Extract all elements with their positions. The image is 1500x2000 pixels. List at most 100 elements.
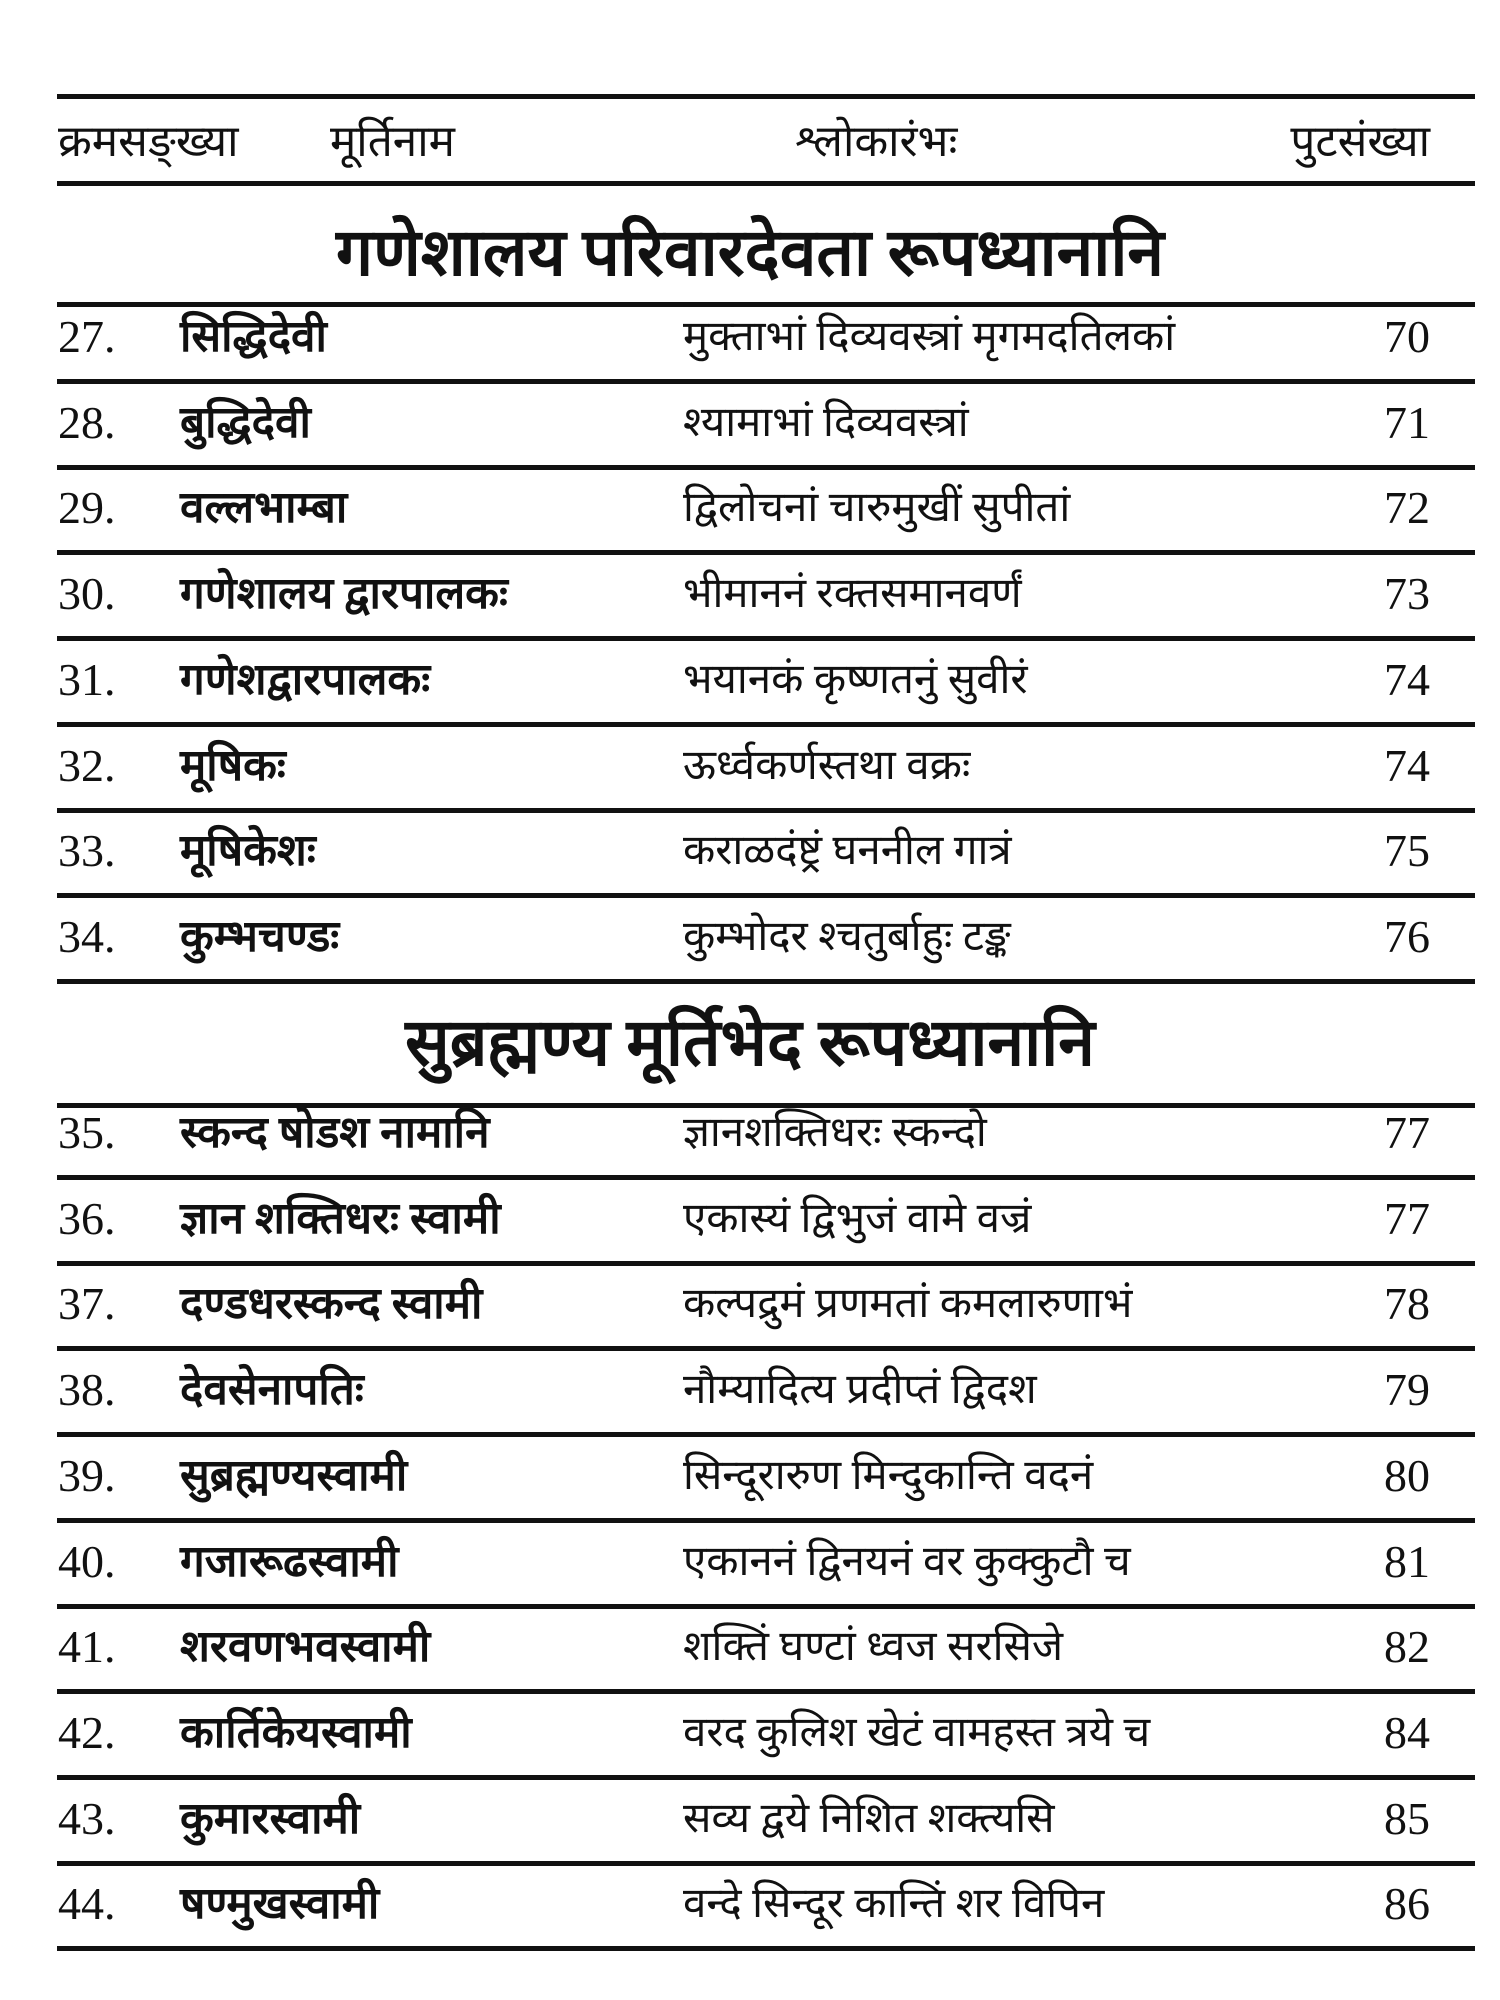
row-name: षण्मुखस्वामी (180, 1879, 380, 1929)
row-rule (57, 636, 1475, 642)
row-rule (57, 1517, 1475, 1523)
table-row: 40. गजारूढस्वामी एकाननं द्विनयनं वर कुक्कु… (0, 1522, 1500, 1602)
row-shloka: भीमाननं रक्तसमानवर्णं (683, 571, 1022, 618)
row-page: 71 (1384, 396, 1430, 448)
row-shloka: श्यामाभां दिव्यवस्त्रां (683, 399, 969, 446)
row-shloka: एकाननं द्विनयनं वर कुक्कुटौ च (683, 1538, 1131, 1585)
row-rule (57, 893, 1475, 899)
row-rule (57, 464, 1475, 470)
row-rule (57, 1946, 1475, 1952)
row-rule (57, 379, 1475, 384)
row-name: सिद्धिदेवी (180, 312, 327, 361)
row-name: मूषिकेशः (180, 826, 316, 876)
row-name: कार्तिकेयस्वामी (180, 1707, 412, 1757)
row-num: 33. (58, 825, 116, 877)
row-shloka: कराळदंष्ट्रं घननील गात्रं (683, 828, 1012, 875)
row-rule (57, 721, 1475, 727)
table-row: 38. देवसेनापतिः नौम्यादित्य प्रदीप्तं द्वि… (0, 1350, 1500, 1430)
row-name: दण्डधरस्कन्द स्वामी (180, 1279, 483, 1329)
row-num: 42. (58, 1706, 116, 1758)
row-name: देवसेनापतिः (180, 1365, 364, 1415)
row-num: 39. (58, 1449, 116, 1501)
row-name: गजारूढस्वामी (180, 1536, 399, 1586)
row-page: 76 (1384, 910, 1430, 962)
table-row: 32. मूषिकः ऊर्ध्वकर्णस्तथा वक्रः 74 (0, 726, 1500, 806)
table-row: 36. ज्ञान शक्तिधरः स्वामी एकास्यं द्विभुजं… (0, 1179, 1500, 1259)
header-rule (57, 181, 1475, 186)
row-name: गणेशालय द्वारपालकः (180, 569, 508, 619)
row-rule (57, 550, 1475, 556)
row-page: 75 (1384, 825, 1430, 877)
row-rule (57, 978, 1475, 984)
table-row: 30. गणेशालय द्वारपालकः भीमाननं रक्तसमानवर्… (0, 554, 1500, 634)
header-shloka: श्लोकारंभः (795, 117, 958, 166)
row-num: 29. (58, 482, 116, 534)
row-num: 27. (58, 311, 116, 362)
row-shloka: शक्तिं घण्टां ध्वज सरसिजे (683, 1624, 1064, 1671)
row-name: शरवणभवस्वामी (180, 1622, 431, 1672)
row-num: 32. (58, 739, 116, 791)
header-page: पुटसंख्या (1290, 117, 1430, 166)
row-name: वल्लभाम्बा (180, 483, 348, 533)
row-page: 78 (1384, 1278, 1430, 1330)
row-num: 28. (58, 396, 116, 448)
row-num: 44. (58, 1878, 116, 1930)
row-page: 74 (1384, 739, 1430, 791)
row-rule (57, 1603, 1475, 1609)
table-row: 27. सिद्धिदेवी मुक्ताभां दिव्यवस्त्रां मृग… (0, 297, 1500, 377)
row-rule (57, 807, 1475, 813)
row-name: मूषिकः (180, 740, 286, 790)
row-rule (57, 1860, 1475, 1866)
row-rule (57, 1346, 1475, 1352)
row-shloka: कल्पद्रुमं प्रणमतां कमलारुणाभं (683, 1281, 1133, 1328)
section-title: सुब्रह्मण्य मूर्तिभेद रूपध्यानानि (405, 1007, 1095, 1080)
row-shloka: एकास्यं द्विभुजं वामे वज्रं (683, 1195, 1032, 1242)
table-row: 31. गणेशद्वारपालकः भयानकं कृष्णतनुं सुवीरं… (0, 640, 1500, 720)
row-name: गणेशद्वारपालकः (180, 654, 431, 704)
table-row: 41. शरवणभवस्वामी शक्तिं घण्टां ध्वज सरसिजे… (0, 1607, 1500, 1687)
header-serial: क्रमसङ्ख्या (58, 117, 239, 166)
row-shloka: सव्य द्वये निशित शक्त्यसि (683, 1795, 1055, 1842)
row-shloka: कुम्भोदर श्चतुर्बाहुः टङ्क (683, 913, 1011, 960)
row-page: 82 (1384, 1621, 1430, 1673)
table-row: 42. कार्तिकेयस्वामी वरद कुलिश खेटं वामहस्त… (0, 1693, 1500, 1773)
row-num: 36. (58, 1192, 116, 1244)
row-name: बुद्धिदेवी (180, 397, 311, 447)
row-page: 86 (1384, 1878, 1430, 1930)
row-num: 38. (58, 1364, 116, 1416)
table-row: 29. वल्लभाम्बा द्विलोचनां चारुमुखीं सुपीता… (0, 468, 1500, 548)
row-page: 80 (1384, 1449, 1430, 1501)
row-page: 77 (1384, 1192, 1430, 1244)
row-shloka: भयानकं कृष्णतनुं सुवीरं (683, 656, 1028, 703)
row-num: 31. (58, 653, 116, 705)
row-page: 73 (1384, 568, 1430, 620)
row-num: 37. (58, 1278, 116, 1330)
row-page: 70 (1384, 311, 1430, 362)
table-row: 33. मूषिकेशः कराळदंष्ट्रं घननील गात्रं 75 (0, 811, 1500, 891)
row-name: कुम्भचण्डः (180, 911, 340, 961)
row-rule (57, 1260, 1475, 1266)
row-page: 85 (1384, 1792, 1430, 1844)
section-title: गणेशालय परिवारदेवता रूपध्यानानि (335, 217, 1165, 290)
row-name: स्कन्द षोडश नामानि (180, 1108, 490, 1157)
row-num: 34. (58, 910, 116, 962)
table-row: 44. षण्मुखस्वामी वन्दे सिन्दूर कान्तिं शर … (0, 1864, 1500, 1944)
row-rule (57, 1432, 1475, 1438)
row-page: 79 (1384, 1364, 1430, 1416)
row-rule (57, 1774, 1475, 1780)
table-row: 35. स्कन्द षोडश नामानि ज्ञानशक्तिधरः स्कन्… (0, 1093, 1500, 1173)
row-page: 84 (1384, 1706, 1430, 1758)
row-page: 72 (1384, 482, 1430, 534)
table-row: 28. बुद्धिदेवी श्यामाभां दिव्यवस्त्रां 71 (0, 383, 1500, 463)
row-rule (57, 1175, 1475, 1180)
row-name: ज्ञान शक्तिधरः स्वामी (180, 1193, 501, 1243)
row-page: 77 (1384, 1107, 1430, 1158)
table-row: 37. दण्डधरस्कन्द स्वामी कल्पद्रुमं प्रणमता… (0, 1264, 1500, 1344)
row-shloka: वन्दे सिन्दूर कान्तिं शर विपिन (683, 1881, 1105, 1928)
row-shloka: द्विलोचनां चारुमुखीं सुपीतां (683, 485, 1071, 532)
row-rule (57, 1689, 1475, 1695)
row-num: 30. (58, 568, 116, 620)
row-shloka: वरद कुलिश खेटं वामहस्त त्रये च (683, 1709, 1151, 1756)
row-shloka: नौम्यादित्य प्रदीप्तं द्विदश (683, 1367, 1037, 1414)
header-name: मूर्तिनाम (330, 117, 455, 166)
